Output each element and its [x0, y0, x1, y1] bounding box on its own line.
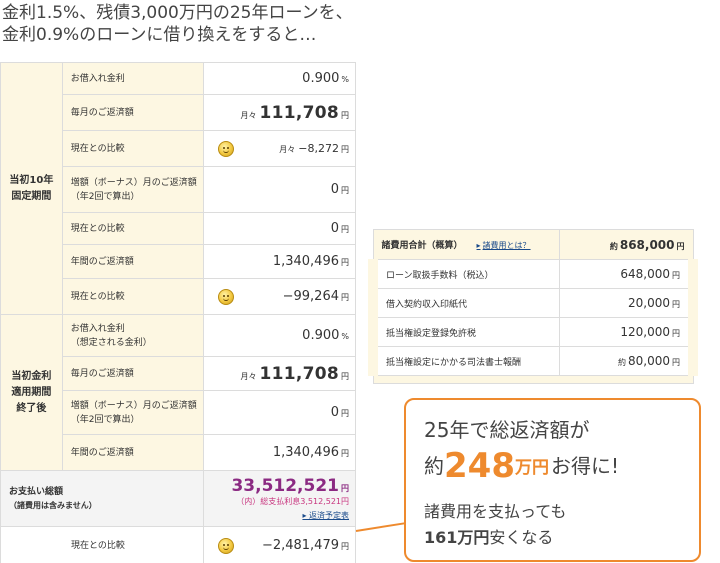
row-label: お借入れ金利 [61, 62, 205, 95]
row-label: 増額（ボーナス）月のご返済額 （年2回で算出） [61, 166, 205, 213]
row-value: 月々 111,708 円 [203, 356, 356, 391]
row-value: 0.900% [203, 314, 356, 357]
fees-item-label: 抵当権設定にかかる司法書士報酬 [368, 346, 560, 376]
fees-help-link[interactable]: 諸費用とは？ [477, 241, 531, 250]
callout-line-4: 161万円安くなる [424, 528, 554, 547]
row-label: 現在との比較 [0, 526, 205, 563]
table-row: 現在との比較 −99,264 円 [1, 278, 356, 315]
fees-item-label: ローン取扱手数料（税込） [368, 259, 560, 289]
row-value: 1,340,496 円 [203, 434, 356, 471]
group-label-initial: 当初10年 固定期間 [0, 62, 63, 315]
page-heading: 金利1.5%、残債3,000万円の25年ローンを、 金利0.9%のローンに借り換… [2, 2, 562, 46]
comparison-table: 当初10年 固定期間 お借入れ金利 0.900% 毎月のご返済額 月々 111,7… [0, 62, 356, 563]
row-label: お借入れ金利 （想定される金利） [61, 314, 205, 357]
group-label-after: 当初金利 適用期間 終了後 [0, 314, 63, 471]
fees-item-value: 20,000 円 [558, 288, 698, 318]
row-value: 1,340,496 円 [203, 244, 356, 279]
callout-line-3: 諸費用を支払っても [424, 502, 567, 521]
table-row-total: お支払い総額 （諸費用は含みません） 33,512,521 円 （内）総支払利息3… [0, 470, 356, 527]
fees-item-label: 借入契約収入印紙代 [368, 288, 560, 318]
row-value: 月々 111,708 円 [203, 94, 356, 131]
fees-total: 約 868,000 円 [558, 229, 694, 260]
row-label: 毎月のご返済額 [61, 94, 205, 131]
row-value: −2,481,479 円 [203, 526, 356, 563]
callout-pointer [355, 522, 406, 532]
fees-item-value: 約 80,000 円 [558, 346, 698, 376]
table-row: 当初10年 固定期間 お借入れ金利 0.900% [0, 62, 356, 315]
total-label: お支払い総額 （諸費用は含みません） [0, 470, 205, 527]
heading-line-1: 金利1.5%、残債3,000万円の25年ローンを、 [2, 3, 353, 23]
savings-callout: 25年で総返済額が 約248万円 お得に! 諸費用を支払っても 161万円安くなる [404, 398, 701, 562]
table-row: 年間のご返済額 1,340,496 円 [1, 244, 356, 279]
table-row: 現在との比較 月々 −8,272 円 [1, 130, 356, 167]
row-label: 現在との比較 [61, 130, 205, 167]
callout-line-1: 25年で総返済額が [424, 418, 590, 442]
row-label: 年間のご返済額 [61, 244, 205, 279]
fees-row: 抵当権設定登録免許税 120,000 円 [368, 317, 698, 347]
fees-item-value: 120,000 円 [558, 317, 698, 347]
total-value: 33,512,521円 （内）総支払利息3,512,521円 返済予定表 [203, 470, 356, 527]
row-label: 現在との比較 [61, 278, 205, 315]
row-value: 月々 −8,272 円 [203, 130, 356, 167]
table-row: 現在との比較 −2,481,479 円 [0, 526, 356, 563]
table-row: 毎月のご返済額 月々 111,708 円 [1, 94, 356, 131]
row-value: −99,264 円 [203, 278, 356, 315]
row-label: 現在との比較 [61, 212, 205, 245]
fees-bottom-pad [372, 375, 694, 384]
fees-row: 抵当権設定にかかる司法書士報酬 約 80,000 円 [368, 346, 698, 376]
fees-title: 諸費用合計（概算）諸費用とは？ [372, 229, 560, 260]
smiley-face-icon [218, 140, 235, 157]
row-label: 増額（ボーナス）月のご返済額 （年2回で算出） [61, 390, 205, 435]
smiley-face-icon [218, 537, 235, 554]
table-row: 年間のご返済額 1,340,496 円 [1, 434, 356, 471]
fees-row: ローン取扱手数料（税込） 648,000 円 [368, 259, 698, 289]
repayment-schedule-link[interactable]: 返済予定表 [302, 511, 349, 520]
heading-line-2: 金利0.9%のローンに借り換えをすると… [2, 25, 317, 45]
fees-row: 借入契約収入印紙代 20,000 円 [368, 288, 698, 318]
fees-item-label: 抵当権設定登録免許税 [368, 317, 560, 347]
table-row: 当初金利 適用期間 終了後 お借入れ金利 （想定される金利） 0.900% [0, 314, 356, 471]
smiley-face-icon [218, 288, 235, 305]
fees-item-value: 648,000 円 [558, 259, 698, 289]
callout-line-2: 約248万円 お得に! [424, 446, 620, 486]
row-label: 毎月のご返済額 [61, 356, 205, 391]
row-label: 年間のご返済額 [61, 434, 205, 471]
row-value: 0.900% [203, 62, 356, 95]
